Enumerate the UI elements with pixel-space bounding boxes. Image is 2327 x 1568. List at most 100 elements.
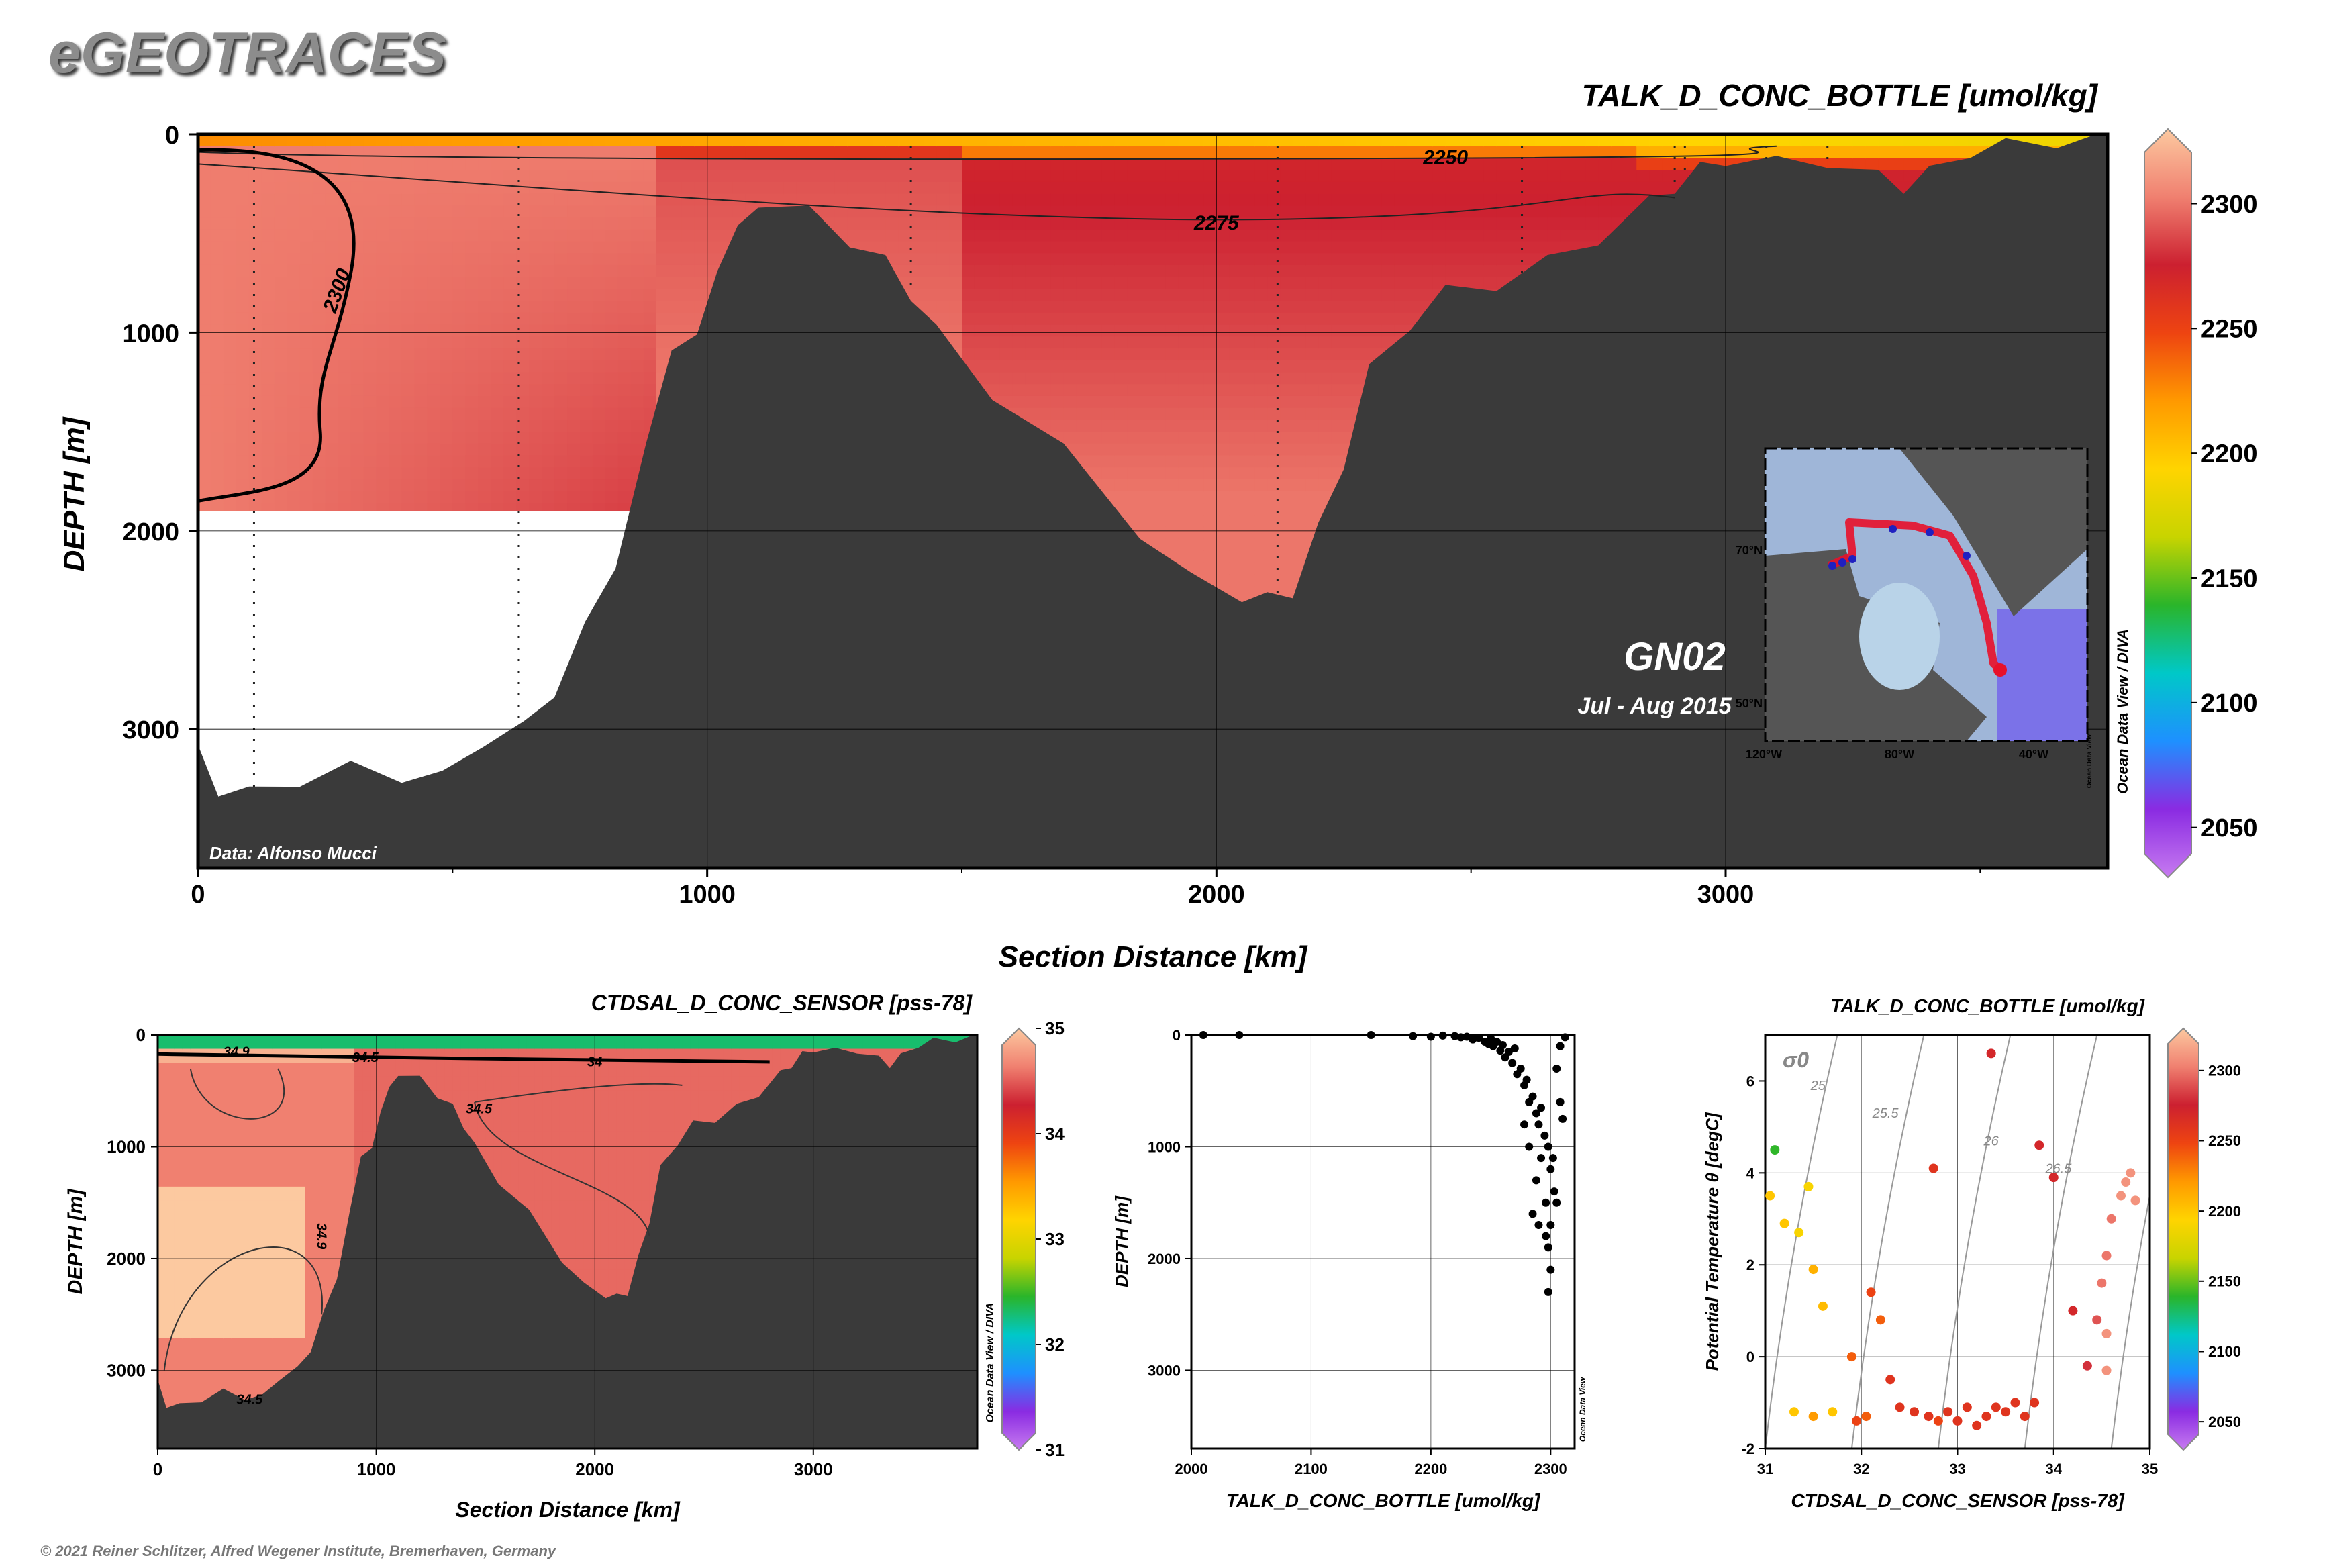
field-cell: [1254, 407, 1269, 421]
field-cell: [1063, 395, 1077, 409]
field-cell: [223, 455, 237, 469]
field-cell: [478, 336, 492, 350]
field-cell: [1305, 395, 1320, 409]
field-cell: [274, 277, 288, 290]
field-cell: [1216, 443, 1230, 456]
field-cell: [1178, 491, 1192, 504]
field-cell: [567, 146, 581, 159]
field-cell: [567, 134, 581, 147]
field-cell: [885, 229, 899, 242]
field-cell: [974, 229, 988, 242]
field-cell: [401, 372, 415, 385]
field-cell: [1318, 277, 1332, 290]
field-cell: [325, 420, 339, 433]
field-cell: [363, 443, 377, 456]
field-cell: [962, 277, 975, 290]
field-cell: [962, 289, 975, 302]
field-cell: [1407, 217, 1421, 230]
field-cell: [516, 217, 530, 230]
field-cell: [325, 217, 339, 230]
field-cell: [198, 372, 211, 385]
field-cell: [1381, 181, 1395, 195]
field-cell: [312, 181, 326, 195]
field-cell: [376, 253, 390, 266]
field-cell: [1127, 455, 1141, 469]
field-cell: [376, 348, 390, 361]
field-cell: [491, 348, 505, 361]
field-cell: [1305, 348, 1320, 361]
field-cell: [1076, 324, 1090, 338]
field-cell: [885, 134, 899, 147]
field-cell: [630, 205, 644, 219]
field-cell: [465, 205, 479, 219]
field-cell: [694, 264, 708, 278]
field-cell: [1025, 301, 1039, 313]
field-cell: [299, 420, 313, 433]
field-cell: [452, 170, 466, 183]
field-cell: [1229, 586, 1243, 599]
field-cell: [312, 264, 326, 278]
field-cell: [491, 146, 505, 159]
field-cell: [1076, 134, 1090, 147]
field-cell: [1776, 146, 1790, 159]
field-cell: [1127, 420, 1141, 433]
field-cell: [1216, 348, 1230, 361]
field-cell: [656, 181, 670, 195]
field-cell: [1483, 217, 1497, 230]
field-cell: [1140, 395, 1154, 409]
field-cell: [554, 181, 568, 195]
field-cell: [592, 158, 606, 171]
field-cell: [1203, 241, 1218, 254]
field-cell: [363, 467, 377, 481]
field-cell: [1038, 336, 1052, 350]
field-cell: [287, 372, 301, 385]
field-cell: [414, 443, 428, 456]
field-cell: [1242, 574, 1256, 587]
field-cell: [1432, 277, 1446, 290]
field-cell: [1254, 360, 1269, 373]
field-cell: [1140, 134, 1154, 147]
field-cell: [1624, 181, 1638, 195]
field-cell: [440, 455, 454, 469]
field-cell: [1496, 158, 1510, 171]
field-cell: [1178, 432, 1192, 444]
field-cell: [312, 134, 326, 147]
field-cell: [1305, 467, 1320, 481]
field-cell: [1280, 574, 1294, 587]
field-cell: [1254, 455, 1269, 469]
field-cell: [1140, 158, 1154, 171]
field-cell: [1254, 467, 1269, 481]
field-cell: [1420, 277, 1434, 290]
field-cell: [350, 432, 364, 444]
field-cell: [1216, 217, 1230, 230]
field-cell: [223, 420, 237, 433]
field-cell: [1305, 432, 1320, 444]
field-cell: [1267, 301, 1281, 313]
field-cell: [1114, 146, 1128, 159]
field-cell: [389, 443, 403, 456]
field-cell: [1127, 229, 1141, 242]
field-cell: [580, 360, 593, 373]
field-cell: [1216, 526, 1230, 540]
field-cell: [1012, 146, 1026, 159]
field-cell: [1101, 241, 1116, 254]
field-cell: [1344, 217, 1357, 230]
field-cell: [325, 479, 339, 492]
field-cell: [1369, 277, 1383, 290]
field-cell: [1140, 503, 1154, 516]
field-cell: [936, 241, 950, 254]
field-cell: [376, 491, 390, 504]
field-cell: [554, 264, 568, 278]
field-cell: [338, 395, 352, 409]
field-cell: [1114, 443, 1128, 456]
field-cell: [605, 384, 619, 397]
field-cell: [605, 479, 619, 492]
field-cell: [210, 241, 224, 254]
field-cell: [1089, 193, 1103, 207]
field-cell: [656, 289, 670, 302]
field-cell: [261, 360, 275, 373]
field-cell: [1165, 443, 1179, 456]
field-cell: [236, 229, 250, 242]
field-cell: [1050, 146, 1065, 159]
field-cell: [924, 277, 938, 290]
